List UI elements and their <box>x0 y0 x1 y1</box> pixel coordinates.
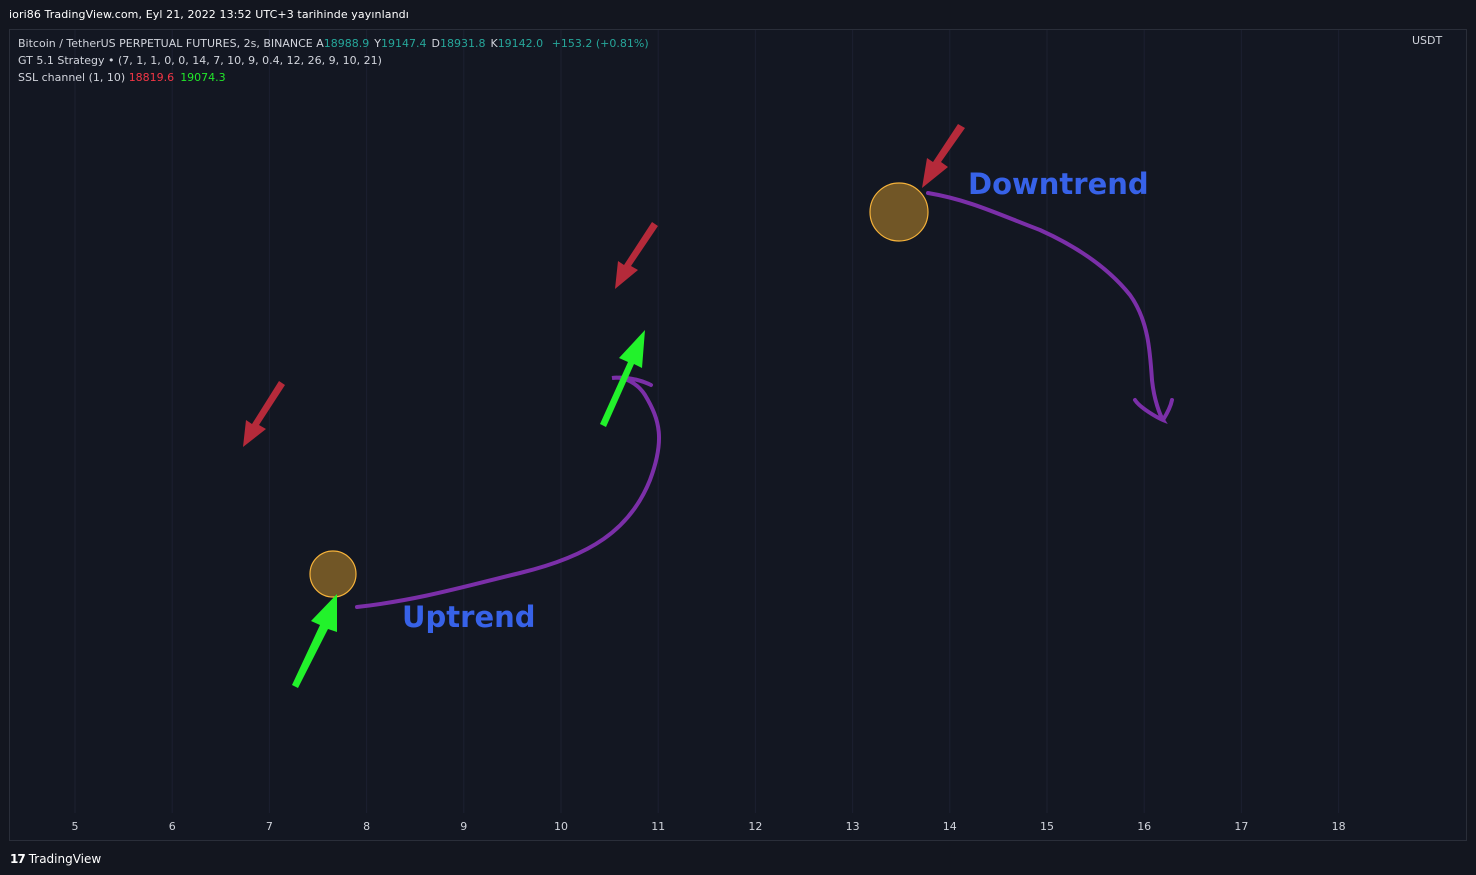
x-tick-label: 6 <box>169 820 176 833</box>
x-tick-label: 18 <box>1332 820 1346 833</box>
uptrend-label: Uptrend <box>402 600 536 634</box>
green-arrow-icon <box>292 594 337 688</box>
reversal-circle-top <box>869 182 929 242</box>
red-arrow-icon <box>243 381 285 447</box>
brand-name: TradingView <box>28 852 102 866</box>
x-tick-label: 7 <box>266 820 273 833</box>
grid <box>74 30 1340 813</box>
drawings: Uptrend Downtrend <box>243 124 1174 688</box>
x-tick-label: 13 <box>846 820 860 833</box>
price-change: +153.2 (+0.81%) <box>551 37 649 50</box>
tradingview-brand[interactable]: 17 TradingView <box>10 852 101 866</box>
publish-header: iori86 TradingView.com, Eyl 21, 2022 13:… <box>0 0 1476 30</box>
x-tick-label: 10 <box>554 820 568 833</box>
ssl-down-value: 18819.6 <box>128 71 175 84</box>
x-tick-label: 16 <box>1137 820 1151 833</box>
legend: Bitcoin / TetherUS PERPETUAL FUTURES, 2s… <box>18 35 654 86</box>
green-arrow-icon <box>600 330 645 427</box>
uptrend-curve-drawing <box>355 375 662 609</box>
ssl-row[interactable]: SSL channel (1, 10) 18819.6 19074.3 <box>18 69 654 86</box>
ohlc-open-value: 18988.9 <box>323 37 370 50</box>
currency-label: USDT <box>1412 34 1443 47</box>
x-tick-label: 9 <box>460 820 467 833</box>
x-tick-label: 12 <box>748 820 762 833</box>
x-tick-label: 5 <box>72 820 79 833</box>
time-axis[interactable]: 5 6 7 8 9 10 11 12 13 14 15 16 17 18 <box>72 820 1346 833</box>
strategy-row[interactable]: GT 5.1 Strategy • (7, 1, 1, 0, 0, 14, 7,… <box>18 52 654 69</box>
red-arrow-icon <box>615 222 658 289</box>
x-tick-label: 14 <box>943 820 957 833</box>
ohlc-high-label: Y <box>374 37 381 50</box>
ohlc-high-value: 19147.4 <box>380 37 427 50</box>
x-tick-label: 15 <box>1040 820 1054 833</box>
ssl-label: SSL channel (1, 10) <box>18 71 126 84</box>
publish-info: iori86 TradingView.com, Eyl 21, 2022 13:… <box>9 8 409 21</box>
ssl-up-value: 19074.3 <box>180 71 226 84</box>
symbol-row[interactable]: Bitcoin / TetherUS PERPETUAL FUTURES, 2s… <box>18 35 654 52</box>
strategy-label: GT 5.1 Strategy • (7, 1, 1, 0, 0, 14, 7,… <box>18 54 382 67</box>
red-arrow-icon <box>922 124 965 188</box>
ohlc-close-value: 19142.0 <box>497 37 544 50</box>
ohlc-close-label: K <box>490 37 498 50</box>
ohlc-low-value: 18931.8 <box>439 37 486 50</box>
tradingview-logo-icon: 17 <box>10 852 26 866</box>
ohlc-open-label: A <box>316 37 324 50</box>
x-tick-label: 8 <box>363 820 370 833</box>
downtrend-label: Downtrend <box>968 167 1149 201</box>
reversal-circle-bottom <box>309 550 357 598</box>
x-tick-label: 17 <box>1234 820 1248 833</box>
ohlc-low-label: D <box>431 37 440 50</box>
downtrend-curve-drawing <box>926 191 1174 425</box>
x-tick-label: 11 <box>651 820 665 833</box>
symbol-name: Bitcoin / TetherUS PERPETUAL FUTURES, 2s… <box>18 37 313 50</box>
footer: 17 TradingView <box>0 842 1476 875</box>
